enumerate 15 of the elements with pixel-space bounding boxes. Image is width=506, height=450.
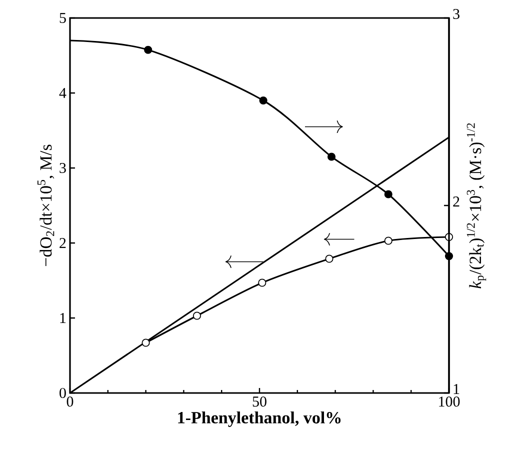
- x-tick-label: 0: [66, 396, 74, 407]
- y-tick-label: 4: [59, 88, 66, 98]
- y2-tick-label: 1: [454, 384, 460, 394]
- y-axis-title: −dO$_{2}$/dt×10$^{5}$, M/s: [37, 144, 54, 266]
- y-tick-label: 5: [60, 13, 66, 23]
- y-tick-label: 3: [60, 162, 66, 174]
- y-tick-label: 1: [60, 313, 66, 323]
- x-tick-label: 50: [252, 396, 266, 407]
- x-tick-label: 100: [439, 396, 460, 407]
- x-axis-title: 1-Phenylethanol, vol%: [178, 411, 341, 427]
- y2-tick-label: 3: [453, 8, 460, 20]
- y2-tick-label: 2: [453, 196, 460, 206]
- y-tick-label: 0: [60, 388, 66, 398]
- text: k$_{p}$/(2k$_{t}$)$^{1/2}$×10$^{3}$, (M·s)$^{-1/2}$: [466, 123, 486, 288]
- y-tick-label: 2: [60, 238, 66, 248]
